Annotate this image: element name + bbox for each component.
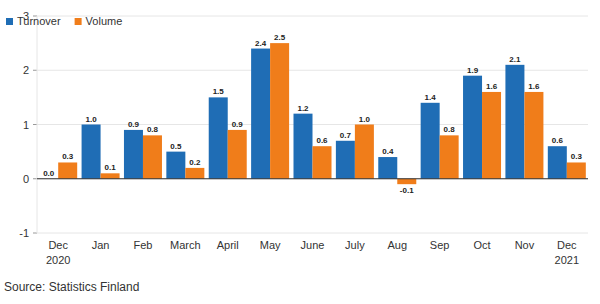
data-label: 1.2 <box>297 104 309 113</box>
data-label: 0.9 <box>128 120 140 129</box>
bar <box>421 103 440 179</box>
legend-label: Turnover <box>17 15 61 27</box>
bar <box>185 168 204 179</box>
grid-line <box>37 70 588 71</box>
bar <box>463 76 482 179</box>
data-label: 0.2 <box>189 158 201 167</box>
bar <box>482 92 501 179</box>
x-tick-label: Nov <box>515 239 535 251</box>
data-label: 1.4 <box>425 93 437 102</box>
data-label: 0.9 <box>232 120 244 129</box>
data-label: 0.6 <box>316 136 328 145</box>
bar <box>524 92 543 179</box>
bar <box>336 141 355 179</box>
x-tick-label: Feb <box>133 239 152 251</box>
bar <box>251 49 270 179</box>
x-tick-label: Aug <box>387 239 407 251</box>
bar <box>82 125 101 179</box>
bar <box>505 65 524 179</box>
bar <box>228 130 247 179</box>
x-tick-label: July <box>345 239 365 251</box>
data-label: 0.4 <box>382 147 394 156</box>
chart: -101230.01.00.90.51.52.41.20.70.41.41.92… <box>0 0 600 304</box>
bar <box>101 173 120 178</box>
x-tick-label: Jan <box>92 239 110 251</box>
bar <box>567 162 586 178</box>
bars <box>58 43 586 184</box>
legend-swatch <box>75 18 82 25</box>
grid-line <box>37 178 588 179</box>
data-label: 0.8 <box>444 125 456 134</box>
bar <box>209 97 228 178</box>
data-label: 0.1 <box>105 163 117 172</box>
data-label: -0.1 <box>400 186 414 195</box>
data-label: 2.1 <box>509 55 521 64</box>
bar <box>58 162 77 178</box>
data-label: 0.0 <box>43 169 55 178</box>
legend-item: Volume <box>75 15 123 27</box>
bar <box>124 130 143 179</box>
data-labels: 0.0 1.0 0.9 0.5 1.5 2.4 1.2 0.7 0.4 1.4 1.9 2.1 0.6 0… <box>43 33 582 195</box>
y-tick-label: 2 <box>23 64 29 76</box>
x-tick-label: April <box>217 239 239 251</box>
data-label: 2.5 <box>274 33 286 42</box>
y-tick-label: -1 <box>19 227 29 239</box>
x-tick-label: June <box>301 239 325 251</box>
bar <box>355 125 374 179</box>
data-label: 1.6 <box>486 82 498 91</box>
x-tick-label: May <box>260 239 281 251</box>
tick-mark <box>33 124 37 125</box>
legend-label: Volume <box>86 15 123 27</box>
bar <box>313 146 332 179</box>
grid-line <box>37 233 588 234</box>
data-label: 0.7 <box>340 131 352 140</box>
data-label: 1.6 <box>528 82 540 91</box>
y-tick-label: 1 <box>23 119 29 131</box>
bar <box>166 152 185 179</box>
data-label: 0.3 <box>571 152 583 161</box>
bar <box>397 179 416 184</box>
data-label: 2.4 <box>255 39 267 48</box>
tick-mark <box>33 70 37 71</box>
bar <box>548 146 567 179</box>
data-label: 1.0 <box>86 115 98 124</box>
legend-item: Turnover <box>6 15 61 27</box>
bar <box>440 135 459 178</box>
bar <box>270 43 289 179</box>
x-tick-label: Dec2020 <box>46 239 70 266</box>
data-label: 1.9 <box>467 66 479 75</box>
tick-mark <box>33 178 37 179</box>
data-label: 0.8 <box>147 125 159 134</box>
x-tick-label: Sep <box>430 239 450 251</box>
y-tick-label: 0 <box>23 173 29 185</box>
data-label: 0.5 <box>170 142 182 151</box>
source-note: Source: Statistics Finland <box>4 280 139 294</box>
x-tick-label: March <box>170 239 201 251</box>
data-label: 0.6 <box>552 136 564 145</box>
bar <box>378 157 397 179</box>
x-tick-label: Oct <box>473 239 490 251</box>
data-label: 0.3 <box>62 152 74 161</box>
data-label: 1.5 <box>213 87 225 96</box>
zero-line <box>37 178 588 179</box>
legend-swatch <box>6 18 13 25</box>
bar <box>143 135 162 178</box>
y-axis <box>37 16 38 233</box>
data-label: 1.0 <box>359 115 371 124</box>
tick-mark <box>33 233 37 234</box>
x-tick-label: Dec2021 <box>555 239 579 266</box>
bar <box>294 114 313 179</box>
